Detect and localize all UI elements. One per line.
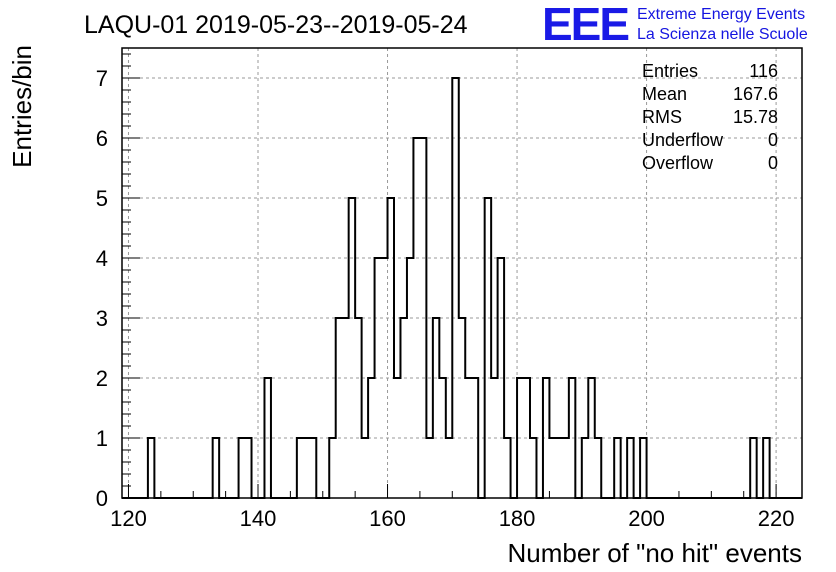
y-axis-label: Entries/bin <box>7 45 37 168</box>
y-tick-label: 7 <box>96 66 108 91</box>
x-tick-label: 220 <box>758 506 795 531</box>
x-tick-label: 200 <box>628 506 665 531</box>
stats-box: Entries 116 Mean 167.6 RMS 15.78 Underfl… <box>642 61 778 173</box>
stat-value-rms: 15.78 <box>733 107 778 127</box>
histogram-series <box>122 77 802 499</box>
stat-label-entries: Entries <box>642 61 698 81</box>
axis-ticks <box>122 53 777 499</box>
stat-value-underflow: 0 <box>768 130 778 150</box>
y-tick-label: 2 <box>96 366 108 391</box>
histogram-bin <box>446 438 452 498</box>
histogram-bin <box>562 438 568 498</box>
stat-label-mean: Mean <box>642 84 687 104</box>
x-tick-label: 180 <box>499 506 536 531</box>
logo-line1: Extreme Energy Events <box>637 6 805 23</box>
logo-mark: EEE <box>542 0 628 50</box>
x-tick-labels: 120 140 160 180 200 220 <box>110 506 794 531</box>
y-tick-label: 5 <box>96 186 108 211</box>
grid-lines <box>122 48 802 498</box>
y-tick-label: 6 <box>96 126 108 151</box>
logo-line2: La Scienza nelle Scuole <box>637 26 808 43</box>
x-axis-label: Number of "no hit" events <box>508 538 803 568</box>
stat-value-entries: 116 <box>749 61 778 81</box>
histogram-bin <box>362 438 368 498</box>
histogram-bin <box>556 438 562 498</box>
stat-label-underflow: Underflow <box>642 130 724 150</box>
stat-label-overflow: Overflow <box>642 153 714 173</box>
x-tick-label: 140 <box>240 506 277 531</box>
y-tick-label: 0 <box>96 486 108 511</box>
stat-value-overflow: 0 <box>768 153 778 173</box>
y-tick-label: 1 <box>96 426 108 451</box>
histogram-bin <box>342 318 348 498</box>
chart-title: LAQU-01 2019-05-23--2019-05-24 <box>84 11 468 39</box>
y-tick-label: 3 <box>96 306 108 331</box>
histogram-bin <box>303 438 309 498</box>
stat-value-mean: 167.6 <box>733 84 778 104</box>
histogram-bin <box>549 438 555 498</box>
stat-label-rms: RMS <box>642 107 682 127</box>
y-tick-labels: 0 1 2 3 4 5 6 7 <box>96 66 108 511</box>
plot-frame <box>121 47 803 499</box>
y-tick-label: 4 <box>96 246 108 271</box>
eee-logo: EEE Extreme Energy Events La Scienza nel… <box>542 0 808 50</box>
x-tick-label: 160 <box>369 506 406 531</box>
x-tick-label: 120 <box>110 506 147 531</box>
histogram-outline <box>122 77 802 499</box>
histogram-bin <box>426 438 432 498</box>
